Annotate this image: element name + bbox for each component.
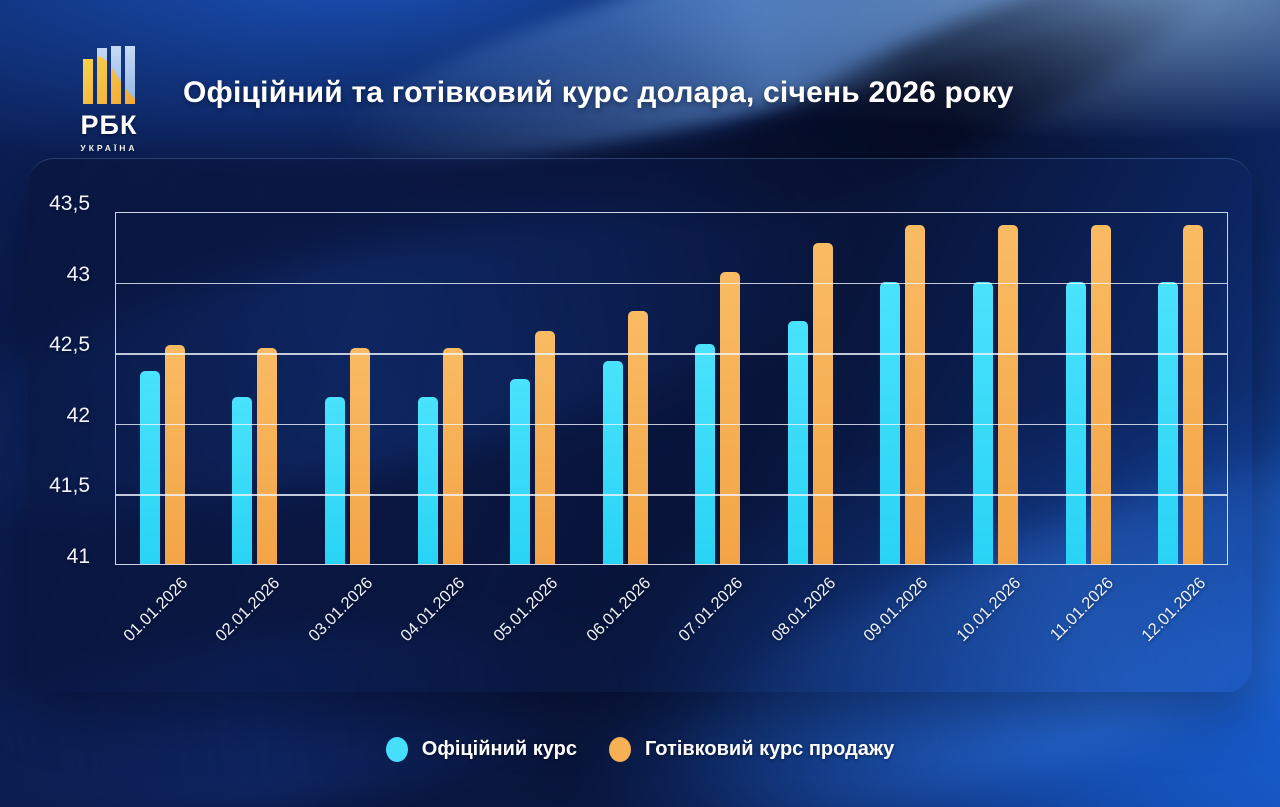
official-rate-bar xyxy=(1065,281,1086,564)
bar-group: 07.01.2026 xyxy=(671,213,764,645)
y-axis-tick-label: 42 xyxy=(66,403,90,427)
cash-rate-bar xyxy=(349,347,370,564)
bar-group: 12.01.2026 xyxy=(1134,213,1227,645)
official-rate-bar xyxy=(510,379,531,564)
rbc-logo-icon xyxy=(83,46,135,104)
bar-group: 08.01.2026 xyxy=(764,213,857,645)
gridline xyxy=(116,423,1227,426)
rbc-logo: РБК УКРАЇНА xyxy=(80,46,138,153)
y-axis-tick-label: 41,5 xyxy=(49,474,90,498)
official-rate-bar xyxy=(787,321,808,564)
official-rate-bar xyxy=(602,360,623,564)
official-rate-bar xyxy=(232,397,253,564)
bar-group: 10.01.2026 xyxy=(949,213,1042,645)
bar-group: 05.01.2026 xyxy=(486,213,579,645)
cash-rate-bar xyxy=(997,225,1018,564)
legend-label: Готівковий курс продажу xyxy=(644,738,895,760)
bar-groups: 01.01.2026 02.01.2026 03.01.2026 04.01.2026… xyxy=(116,213,1227,645)
gridline xyxy=(116,494,1227,496)
page-title: Офіційний та готівковий курс долара, січ… xyxy=(183,76,1014,109)
official-rate-bar xyxy=(880,281,901,564)
gridline xyxy=(116,353,1227,355)
cash-rate-bar xyxy=(164,345,185,564)
cash-rate-bar xyxy=(627,311,648,564)
official-rate-bar xyxy=(139,370,160,564)
bar-group: 01.01.2026 xyxy=(116,213,209,645)
legend-item: Офіційний курс xyxy=(385,737,577,762)
rbc-logo-text: РБК xyxy=(80,110,138,140)
y-axis-tick-label: 43 xyxy=(66,262,90,286)
cash-rate-bar xyxy=(812,243,833,564)
official-rate-bar xyxy=(324,397,345,564)
cash-rate-bar xyxy=(905,225,926,564)
cash-rate-bar xyxy=(720,271,741,564)
legend-item: Готівковий курс продажу xyxy=(608,737,895,762)
official-rate-bar xyxy=(417,397,438,564)
bar-group: 11.01.2026 xyxy=(1042,213,1135,644)
plot-area: 01.01.2026 02.01.2026 03.01.2026 04.01.2026… xyxy=(115,212,1228,645)
cash-rate-bar xyxy=(442,347,463,564)
official-rate-bar xyxy=(695,343,716,564)
rbc-logo-subtext: УКРАЇНА xyxy=(80,143,138,153)
cash-rate-bar xyxy=(1183,225,1204,564)
official-rate-bar xyxy=(972,281,993,564)
bar-group: 02.01.2026 xyxy=(209,213,302,645)
gridline xyxy=(116,282,1227,285)
legend-label: Офіційний курс xyxy=(421,738,577,760)
bar-group: 06.01.2026 xyxy=(579,213,672,645)
legend: Офіційний курс Готівковий курс продажу xyxy=(0,737,1280,762)
cash-rate-bar xyxy=(1090,225,1111,564)
cash-rate-legend-dot xyxy=(608,737,631,762)
official-rate-legend-dot xyxy=(385,737,408,762)
y-axis-tick-label: 41 xyxy=(66,545,90,568)
cash-rate-bar xyxy=(257,347,278,564)
official-rate-bar xyxy=(1158,281,1179,564)
bar-group: 04.01.2026 xyxy=(394,213,487,645)
y-axis-tick-label: 43,5 xyxy=(49,192,90,215)
bar-group: 03.01.2026 xyxy=(301,213,394,645)
bar-group: 09.01.2026 xyxy=(857,213,950,645)
y-axis-tick-label: 42,5 xyxy=(49,333,90,357)
cash-rate-bar xyxy=(535,331,556,564)
